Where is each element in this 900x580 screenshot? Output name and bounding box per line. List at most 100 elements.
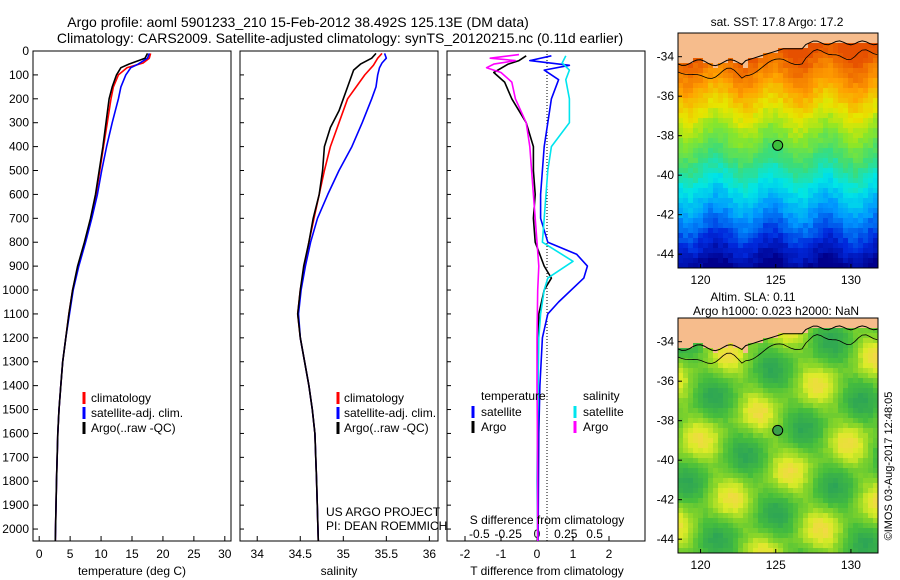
map-cell (843, 358, 849, 364)
map-cell (748, 423, 754, 429)
map-cell (718, 228, 724, 234)
map-cell (803, 98, 809, 104)
map-cell (818, 233, 824, 239)
map-cell (848, 483, 854, 489)
map-cell (693, 138, 699, 144)
map-cell (823, 538, 829, 544)
map-cell (708, 368, 714, 374)
map-cell (748, 78, 754, 84)
map-cell (823, 213, 829, 219)
map-cell (733, 63, 739, 69)
map-cell (713, 523, 719, 529)
map-cell (838, 243, 844, 249)
map-cell (803, 38, 809, 44)
map-cell (708, 83, 714, 89)
map-cell (678, 248, 684, 254)
map-cell (768, 178, 774, 184)
map-cell (868, 433, 874, 439)
map-cell (853, 248, 859, 254)
map-cell (843, 258, 849, 264)
map-cell (698, 388, 704, 394)
map-cell (748, 393, 754, 399)
map-cell (823, 258, 829, 264)
map-cell (678, 493, 684, 499)
map-cell (698, 378, 704, 384)
map-cell (713, 493, 719, 499)
map-cell (718, 548, 724, 553)
map-cell (693, 353, 699, 359)
map-cell (703, 238, 709, 244)
map-cell (678, 88, 684, 94)
map-cell (678, 473, 684, 479)
map-cell (718, 198, 724, 204)
map-cell (698, 343, 704, 349)
map-cell (793, 398, 799, 404)
map-cell (713, 318, 719, 324)
map-cell (753, 233, 759, 239)
map-cell (843, 88, 849, 94)
map-cell (773, 38, 779, 44)
map-cell (858, 358, 864, 364)
map-cell (733, 258, 739, 264)
map-cell (863, 353, 869, 359)
map-cell (743, 438, 749, 444)
map-cell (678, 458, 684, 464)
map-cell (863, 498, 869, 504)
map-cell (683, 398, 689, 404)
s-tick-label: 0.25 (554, 527, 578, 541)
map-cell (708, 183, 714, 189)
map-cell (873, 483, 878, 489)
temperature-legend: climatology satellite-adj. clim. Argo(..… (82, 391, 183, 435)
map-cell (823, 263, 829, 268)
map-cell (843, 128, 849, 134)
map-cell (793, 463, 799, 469)
map-cell (683, 128, 689, 134)
map-cell (808, 153, 814, 159)
map-cell (818, 423, 824, 429)
map-cell (798, 233, 804, 239)
map-cell (703, 98, 709, 104)
map-cell (703, 48, 709, 54)
map-cell (803, 258, 809, 264)
map-cell (803, 128, 809, 134)
map-cell (813, 243, 819, 249)
map-cell (728, 53, 734, 59)
map-cell (803, 338, 809, 344)
map-cell (758, 423, 764, 429)
map-cell (873, 328, 878, 334)
map-cell (848, 408, 854, 414)
map-cell (693, 38, 699, 44)
x-tick-label: 20 (156, 547, 170, 561)
map-cell (828, 118, 834, 124)
map-cell (708, 163, 714, 169)
map-cell (748, 433, 754, 439)
map-cell (683, 58, 689, 64)
map-cell (788, 538, 794, 544)
map-cell (678, 198, 684, 204)
x-tick-label: 35.5 (375, 547, 399, 561)
map-cell (723, 158, 729, 164)
map-cell (728, 103, 734, 109)
map-cell (858, 323, 864, 329)
map-cell (693, 453, 699, 459)
map-cell (698, 108, 704, 114)
map-cell (703, 403, 709, 409)
map-cell (753, 528, 759, 534)
map-cell (688, 463, 694, 469)
map-cell (793, 423, 799, 429)
map-cell (823, 463, 829, 469)
map-cell (848, 123, 854, 129)
map-cell (758, 513, 764, 519)
map-cell (693, 338, 699, 344)
map-cell (788, 428, 794, 434)
map-cell (833, 438, 839, 444)
map-cell (768, 208, 774, 214)
map-cell (738, 93, 744, 99)
map-cell (758, 73, 764, 79)
map-cell (703, 83, 709, 89)
map-cell (753, 443, 759, 449)
map-cell (723, 508, 729, 514)
map-cell (838, 473, 844, 479)
map-cell (728, 503, 734, 509)
map-cell (678, 193, 684, 199)
